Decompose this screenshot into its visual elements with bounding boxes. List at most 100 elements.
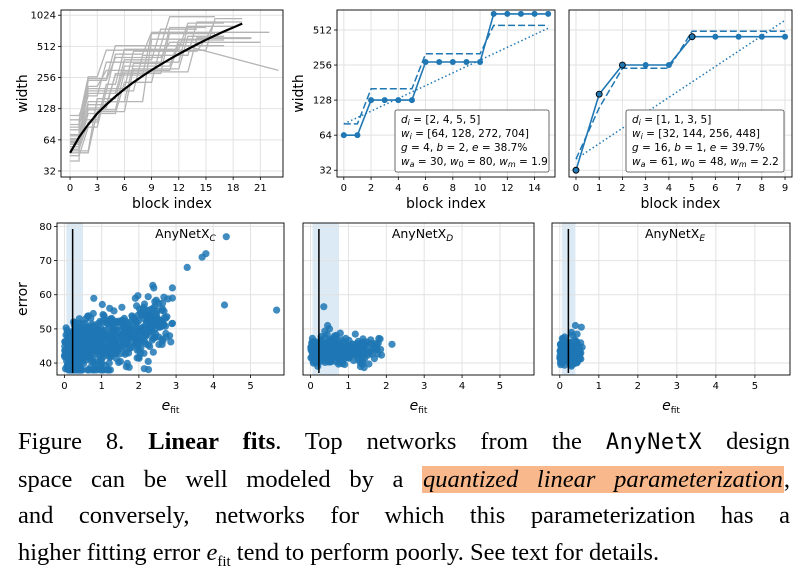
x-tick-label: 1 (596, 381, 602, 392)
scatter-point (158, 340, 166, 349)
scatter-point (115, 343, 123, 351)
linear-fit-line (575, 19, 786, 160)
scatter-point (575, 345, 583, 353)
scatter-point (100, 366, 108, 374)
width-point (490, 10, 497, 17)
x-tick-label: 3 (421, 381, 427, 392)
x-tick-label: 0 (61, 381, 67, 392)
panel-width-vs-block: 0 3 6 9 12 15 18 21 32 64 128 256 512 1024 block index… (15, 9, 284, 212)
scatter-point (72, 356, 80, 364)
scatter-point (106, 366, 114, 374)
scatter-point (105, 337, 114, 345)
x-tick-label: 2 (136, 381, 142, 392)
x-tick-label: 5 (497, 381, 503, 392)
scatter-point (167, 338, 175, 346)
scatter-point (160, 293, 168, 301)
parameter-legend-line: g = 16, b = 1, e = 39.7% (632, 142, 765, 154)
width-point (422, 58, 429, 65)
x-tick-label: 6 (422, 183, 428, 194)
scatter-point (152, 330, 160, 338)
scatter-point (351, 330, 359, 338)
x-tick-label: 5 (247, 381, 253, 392)
y-tick-label: 40 (39, 359, 52, 370)
parameter-legend-box (394, 109, 550, 173)
caption-text-4: , (783, 465, 790, 493)
x-tick-label: 3 (674, 381, 680, 392)
width-point (463, 58, 470, 65)
quantized-fit-line (343, 24, 549, 125)
caption-line-4: higher fitting error efit tend to perfor… (18, 535, 790, 580)
y-tick-label: 32 (319, 166, 332, 177)
width-point (642, 62, 649, 69)
scatter-point (321, 358, 329, 366)
scatter-point (198, 253, 206, 261)
width-point (758, 33, 765, 40)
scatter-point (62, 338, 70, 346)
scatter-point (122, 317, 130, 326)
x-tick-label: 1 (98, 381, 104, 392)
x-tick-label: 0 (67, 183, 73, 194)
scatter-point (571, 321, 580, 330)
caption-text-1: . Top networks from the (275, 428, 582, 455)
scatter-point (162, 314, 170, 322)
x-tick-label: 5 (752, 381, 758, 392)
scatter-point (64, 345, 72, 353)
x-tick-label: 8 (759, 183, 765, 194)
x-tick-label: 21 (254, 183, 267, 194)
caption-efit-base: e (206, 538, 218, 566)
x-tick-label: 6 (121, 183, 127, 194)
scatter-point (573, 330, 581, 338)
plot-frame (568, 9, 793, 178)
caption-anynetx: AnyNetX (605, 430, 703, 455)
x-tick-label: 9 (782, 183, 788, 194)
y-axis-label: error (15, 282, 31, 316)
width-point (782, 33, 789, 40)
network-width-series (70, 28, 197, 136)
network-width-series (70, 39, 225, 152)
scatter-point (148, 336, 156, 344)
scatter-point (331, 342, 339, 350)
scatter-point (559, 356, 567, 364)
scatter-point (140, 305, 148, 313)
y-tick-label: 50 (39, 324, 52, 335)
x-tick-label: 0 (573, 183, 579, 194)
scatter-point (84, 343, 92, 351)
width-point (517, 10, 524, 17)
scatter-point (366, 348, 374, 356)
scatter-point (336, 329, 344, 337)
scatter-point (144, 357, 152, 365)
caption-line-1: Figure 8. Linear fits. Top networks from… (18, 424, 790, 462)
scatter-point (567, 328, 576, 336)
scatter-point (144, 366, 153, 374)
plot-frame (302, 222, 535, 376)
width-point (449, 58, 456, 65)
scatter-point (142, 320, 150, 329)
scatter-point (95, 335, 103, 343)
scatter-point (93, 344, 101, 352)
panel-title: AnyNetXE (645, 226, 705, 244)
width-point (504, 10, 511, 17)
scatter-point (569, 357, 577, 365)
x-tick-label: 3 (94, 183, 100, 194)
panel-1-series (69, 16, 279, 162)
parameter-legend-line: di = [1, 1, 3, 5] (632, 114, 711, 127)
scatter-point (88, 320, 96, 328)
scatter-point (121, 350, 129, 358)
scatter-point (310, 343, 318, 351)
y-tick-label: 128 (313, 96, 332, 107)
scatter-point (89, 338, 97, 346)
x-tick-label: 3 (642, 183, 648, 194)
x-tick-label: 15 (200, 183, 213, 194)
scatter-point (93, 358, 101, 366)
y-tick-label: 60 (39, 290, 52, 301)
x-tick-label: 0 (341, 183, 347, 194)
scatter-point (86, 363, 94, 372)
y-tick-label: 512 (313, 25, 332, 36)
scatter-point (79, 328, 87, 336)
x-tick-label: 12 (501, 183, 514, 194)
caption-text-2: design (726, 428, 791, 455)
scatter-point (81, 319, 89, 327)
caption-efit: efit (206, 538, 230, 570)
scatter-point (110, 307, 118, 315)
scatter-point (143, 311, 151, 319)
